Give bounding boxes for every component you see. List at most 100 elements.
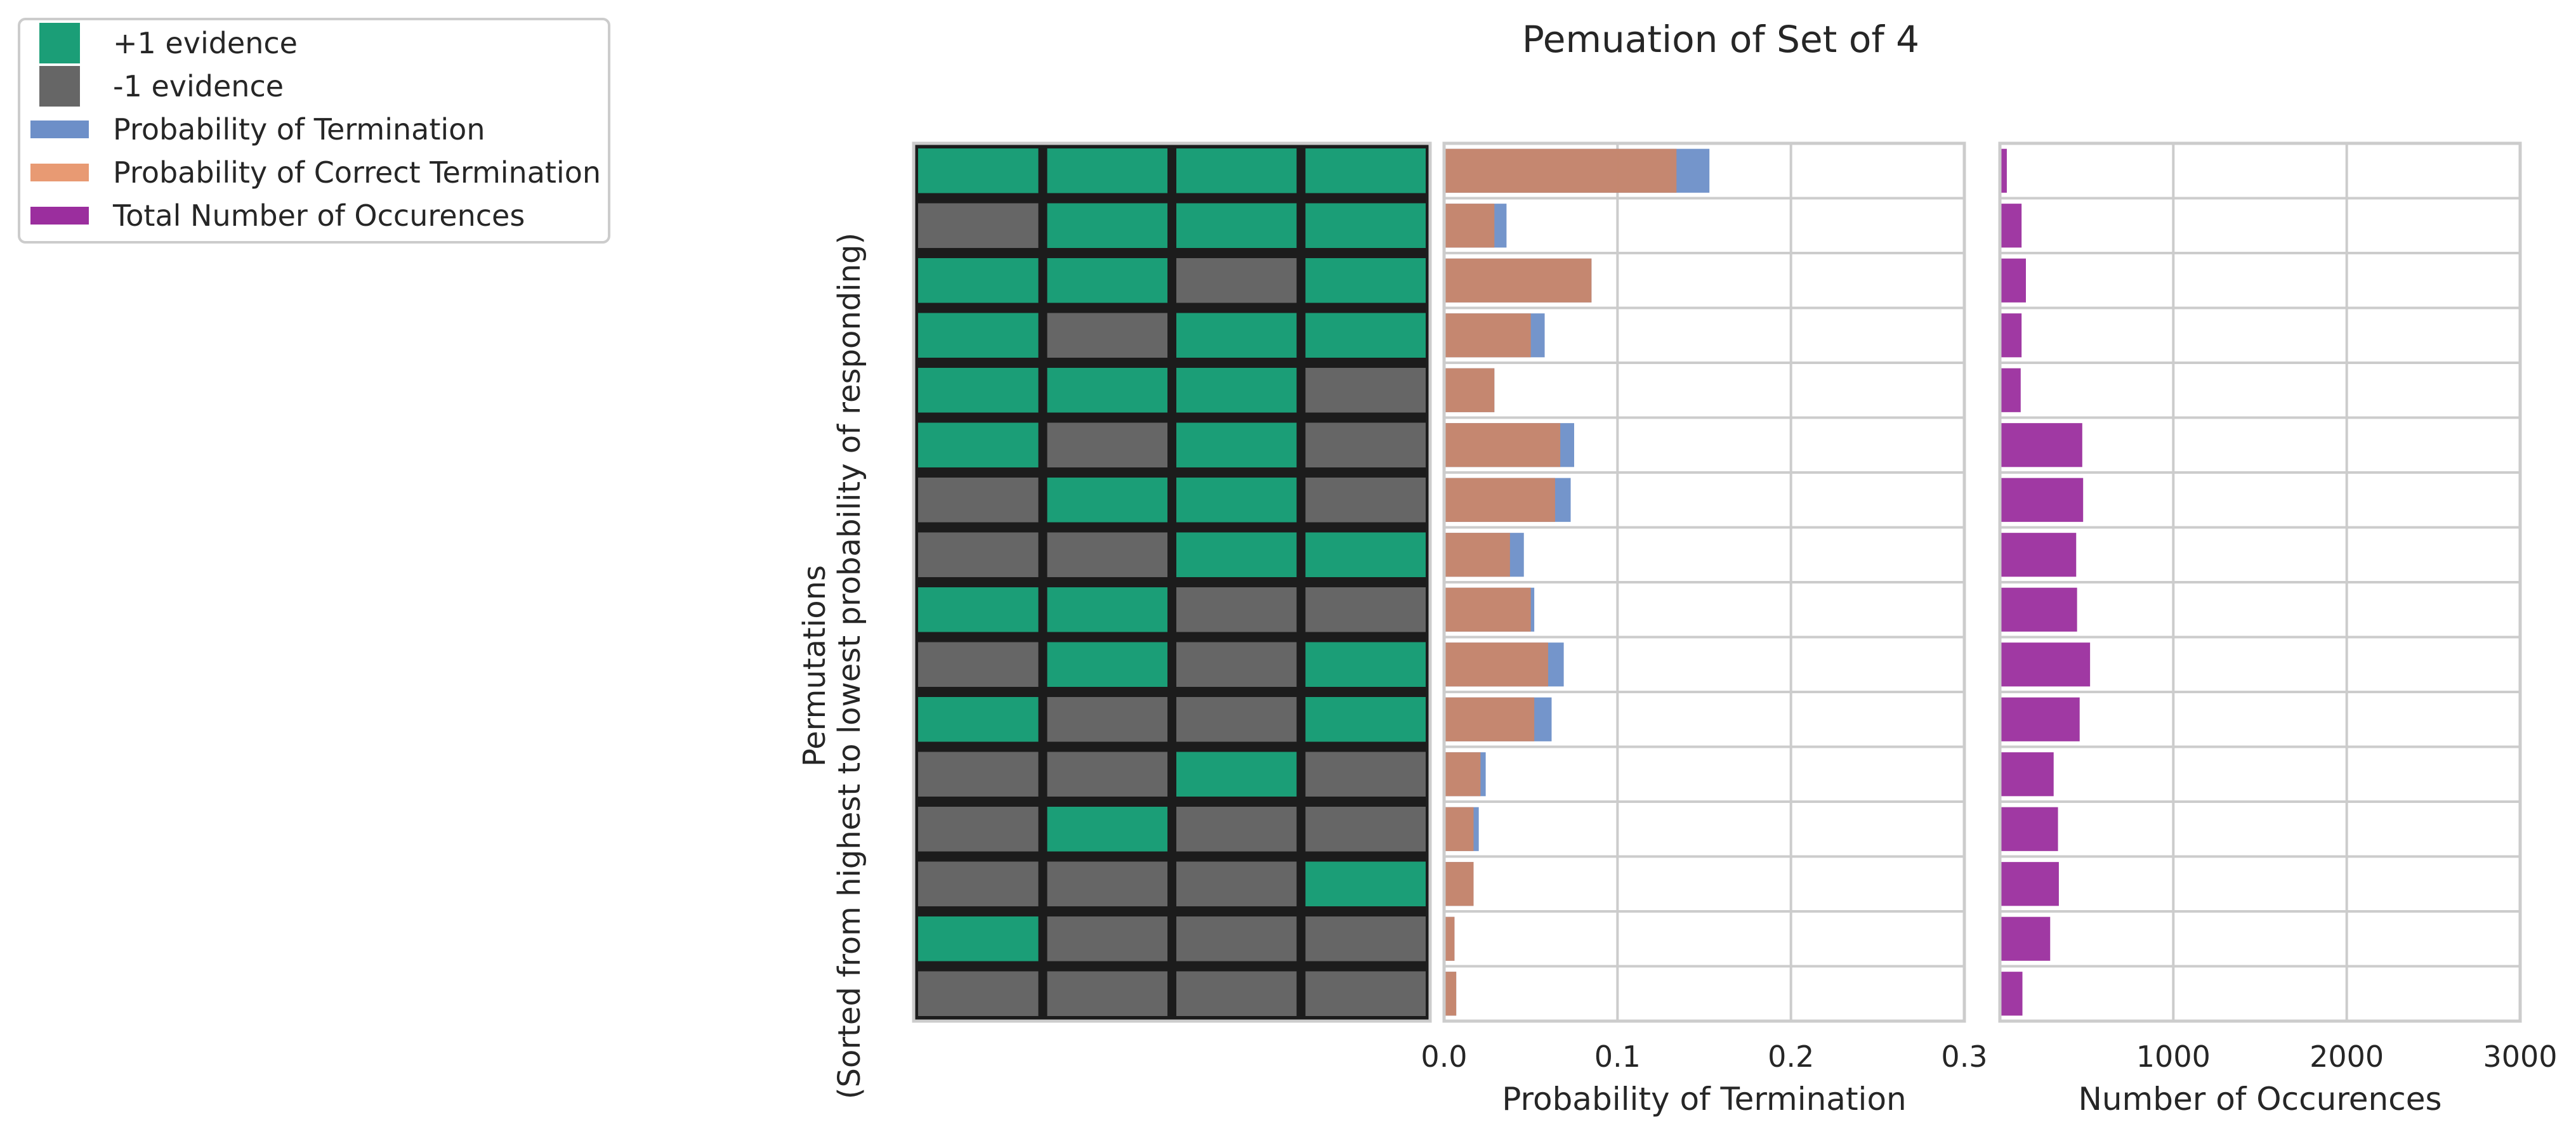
- legend-label: Probability of Correct Termination: [113, 155, 601, 190]
- evidence-cell: [918, 971, 1039, 1016]
- evidence-cell: [1305, 532, 1426, 577]
- evidence-cell: [1176, 368, 1297, 413]
- x-tick-label: 0.2: [1768, 1040, 1814, 1074]
- evidence-cell: [1305, 368, 1426, 413]
- bar-probability-of-correct-termination: [1444, 148, 1677, 193]
- bar-probability-of-correct-termination: [1444, 807, 1474, 851]
- bar-probability-of-correct-termination: [1444, 204, 1495, 248]
- permutation-grid: [912, 141, 1432, 1023]
- evidence-cell: [1176, 697, 1297, 742]
- evidence-cell: [1047, 313, 1167, 358]
- bar-probability-of-correct-termination: [1444, 916, 1455, 961]
- legend-label: Total Number of Occurences: [112, 199, 525, 233]
- evidence-cell: [1176, 752, 1297, 797]
- bar-probability-of-correct-termination: [1444, 587, 1531, 632]
- legend-frame: [18, 18, 610, 244]
- evidence-cell: [1047, 807, 1167, 852]
- evidence-cell: [918, 642, 1039, 687]
- legend: +1 evidence -1 evidence Probability of Ter…: [18, 18, 610, 244]
- evidence-cell: [1047, 916, 1167, 961]
- evidence-cell: [1047, 642, 1167, 687]
- evidence-cell: [1047, 587, 1167, 632]
- bar-probability-of-correct-termination: [1444, 642, 1548, 687]
- evidence-cell: [1305, 258, 1426, 303]
- bar-total-number-of-occurences: [2000, 423, 2082, 467]
- x-tick-label: 1000: [2136, 1040, 2211, 1074]
- bar-total-number-of-occurences: [2000, 807, 2058, 851]
- evidence-cell: [918, 697, 1039, 742]
- bar-total-number-of-occurences: [2000, 258, 2026, 303]
- evidence-cell: [1047, 752, 1167, 797]
- evidence-cell: [1305, 861, 1426, 906]
- evidence-cell: [1047, 971, 1167, 1016]
- bar-total-number-of-occurences: [2000, 313, 2022, 358]
- evidence-cell: [1305, 148, 1426, 193]
- y-axis-label-line-1: Permutations: [797, 565, 832, 767]
- bar-probability-of-correct-termination: [1444, 752, 1481, 797]
- x-axis-label: Number of Occurences: [2078, 1081, 2441, 1118]
- evidence-cell: [1305, 916, 1426, 961]
- y-axis-label-line-2: (Sorted from highest to lowest probabili…: [832, 233, 867, 1099]
- legend-swatch: [39, 23, 80, 63]
- bar-total-number-of-occurences: [2000, 148, 2007, 193]
- evidence-cell: [1305, 752, 1426, 797]
- legend-swatch: [30, 207, 89, 225]
- bar-total-number-of-occurences: [2000, 972, 2023, 1016]
- panel-frame: [1442, 141, 1966, 1023]
- evidence-cell: [1047, 861, 1167, 906]
- bar-probability-of-correct-termination: [1444, 423, 1561, 467]
- legend-label: -1 evidence: [113, 69, 284, 103]
- evidence-cell: [1305, 313, 1426, 358]
- x-tick-label: 2000: [2310, 1040, 2384, 1074]
- evidence-cell: [1176, 642, 1297, 687]
- termination-probability-panel: 0.0 0.1 0.2 0.3 Probability of Termination: [1421, 141, 1988, 1118]
- evidence-cell: [1047, 478, 1167, 523]
- x-axis-label: Probability of Termination: [1502, 1081, 1906, 1118]
- legend-swatch: [30, 164, 89, 181]
- bar-probability-of-correct-termination: [1444, 478, 1555, 522]
- evidence-cell: [1176, 807, 1297, 852]
- evidence-cell: [918, 368, 1039, 413]
- evidence-cell: [918, 258, 1039, 303]
- evidence-cell: [918, 148, 1039, 193]
- evidence-cell: [1176, 971, 1297, 1016]
- evidence-cell: [1176, 916, 1297, 961]
- bar-total-number-of-occurences: [2000, 752, 2054, 797]
- bar-probability-of-correct-termination: [1444, 258, 1592, 303]
- y-axis-label: Permutations (Sorted from highest to low…: [797, 233, 867, 1099]
- evidence-cell: [918, 313, 1039, 358]
- bar-total-number-of-occurences: [2000, 368, 2021, 412]
- evidence-cell: [1176, 148, 1297, 193]
- evidence-cell: [1047, 697, 1167, 742]
- occurrences-panel: 1000 2000 3000 Number of Occurences: [1998, 141, 2558, 1118]
- legend-swatch: [30, 121, 89, 138]
- bar-probability-of-correct-termination: [1444, 313, 1531, 358]
- bar-total-number-of-occurences: [2000, 862, 2059, 906]
- evidence-cell: [1305, 697, 1426, 742]
- evidence-cell: [1047, 532, 1167, 577]
- evidence-cell: [918, 422, 1039, 467]
- evidence-cell: [918, 752, 1039, 797]
- evidence-cell: [1047, 368, 1167, 413]
- evidence-cell: [918, 807, 1039, 852]
- bar-total-number-of-occurences: [2000, 916, 2051, 961]
- evidence-cell: [1305, 478, 1426, 523]
- legend-label: Probability of Termination: [113, 112, 485, 147]
- evidence-cell: [1305, 587, 1426, 632]
- bar-probability-of-correct-termination: [1444, 972, 1457, 1016]
- bar-total-number-of-occurences: [2000, 587, 2077, 632]
- evidence-cell: [1047, 422, 1167, 467]
- evidence-cell: [1047, 148, 1167, 193]
- evidence-cell: [1047, 258, 1167, 303]
- evidence-cell: [1176, 587, 1297, 632]
- evidence-cell: [1305, 642, 1426, 687]
- evidence-cell: [918, 587, 1039, 632]
- evidence-cell: [1176, 532, 1297, 577]
- x-tick-label: 3000: [2483, 1040, 2557, 1074]
- legend-swatch: [39, 66, 80, 107]
- evidence-cell: [1305, 203, 1426, 248]
- x-tick-label: 0.1: [1594, 1040, 1641, 1074]
- bar-probability-of-correct-termination: [1444, 697, 1535, 741]
- bar-total-number-of-occurences: [2000, 697, 2080, 741]
